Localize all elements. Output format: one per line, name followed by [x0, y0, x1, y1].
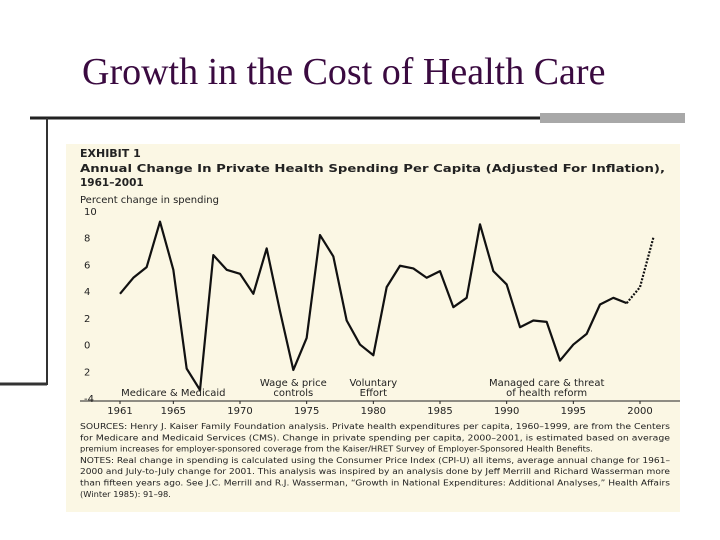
rule-accent — [540, 113, 685, 123]
y-tick-label: 2 — [84, 367, 90, 378]
y-tick-label: 8 — [84, 234, 90, 245]
annotation: Voluntary — [349, 378, 397, 389]
y-tick-label: 6 — [84, 260, 90, 271]
source-note: NOTES: Real change in spending is calcul… — [80, 455, 670, 465]
x-tick-label: 1961 — [107, 406, 132, 417]
annotation: Wage & price — [260, 378, 327, 389]
y-axis-label: Percent change in spending — [80, 195, 219, 206]
chart-title: Annual Change In Private Health Spending… — [80, 163, 665, 175]
x-tick-label: 1975 — [294, 406, 319, 417]
chart-title: 1961–2001 — [80, 177, 144, 189]
x-tick-label: 1970 — [227, 406, 252, 417]
source-note: 2000 and July-to-July change for 2001. T… — [80, 466, 670, 476]
annotation: Managed care & threat — [489, 378, 605, 389]
annotation: of health reform — [506, 388, 587, 399]
chart-panel — [66, 144, 680, 512]
x-tick-label: 1965 — [161, 406, 186, 417]
annotation: Effort — [360, 388, 387, 399]
y-tick-label: 10 — [84, 207, 97, 218]
y-tick-label: 2 — [84, 314, 90, 325]
source-note: premium increases for employer-sponsored… — [80, 444, 593, 454]
x-tick-label: 1990 — [494, 406, 519, 417]
y-tick-label: -4 — [84, 394, 94, 405]
x-tick-label: 1995 — [561, 406, 586, 417]
annotation: controls — [273, 388, 313, 399]
slide-title: Growth in the Cost of Health Care — [82, 51, 605, 93]
annotation: Medicare & Medicaid — [121, 388, 225, 399]
y-tick-label: 0 — [84, 341, 90, 352]
x-tick-label: 2000 — [627, 406, 652, 417]
source-note: for Medicare and Medicaid Services (CMS)… — [80, 432, 670, 442]
source-note: SOURCES: Henry J. Kaiser Family Foundati… — [80, 421, 670, 431]
data-line — [119, 220, 628, 392]
source-note: (Winter 1985): 91–98. — [80, 489, 171, 499]
exhibit-label: EXHIBIT 1 — [80, 147, 141, 160]
source-note: than fifteen years ago. See J.C. Merrill… — [80, 478, 670, 488]
y-tick-label: 4 — [84, 287, 90, 298]
x-tick-label: 1985 — [427, 406, 452, 417]
x-tick-label: 1980 — [361, 406, 386, 417]
